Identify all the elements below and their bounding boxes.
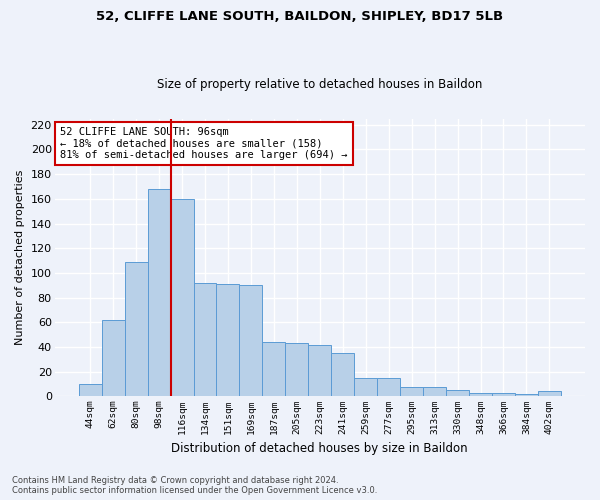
Text: Contains HM Land Registry data © Crown copyright and database right 2024.
Contai: Contains HM Land Registry data © Crown c… [12,476,377,495]
Bar [262,342,286,396]
Title: Size of property relative to detached houses in Baildon: Size of property relative to detached ho… [157,78,482,91]
Bar [400,386,423,396]
Y-axis label: Number of detached properties: Number of detached properties [15,170,25,345]
Bar [239,286,262,397]
Bar [423,386,446,396]
Bar [469,392,492,396]
Bar [217,284,239,397]
Bar [377,378,400,396]
Text: 52 CLIFFE LANE SOUTH: 96sqm
← 18% of detached houses are smaller (158)
81% of se: 52 CLIFFE LANE SOUTH: 96sqm ← 18% of det… [60,127,347,160]
Text: 52, CLIFFE LANE SOUTH, BAILDON, SHIPLEY, BD17 5LB: 52, CLIFFE LANE SOUTH, BAILDON, SHIPLEY,… [97,10,503,23]
Bar [125,262,148,396]
Bar [331,353,354,397]
Bar [515,394,538,396]
Bar [286,344,308,396]
Bar [354,378,377,396]
Bar [170,199,194,396]
Bar [446,390,469,396]
Bar [148,189,170,396]
Bar [194,283,217,397]
Bar [492,392,515,396]
Bar [308,344,331,397]
Bar [538,392,561,396]
Bar [79,384,101,396]
X-axis label: Distribution of detached houses by size in Baildon: Distribution of detached houses by size … [172,442,468,455]
Bar [101,320,125,396]
